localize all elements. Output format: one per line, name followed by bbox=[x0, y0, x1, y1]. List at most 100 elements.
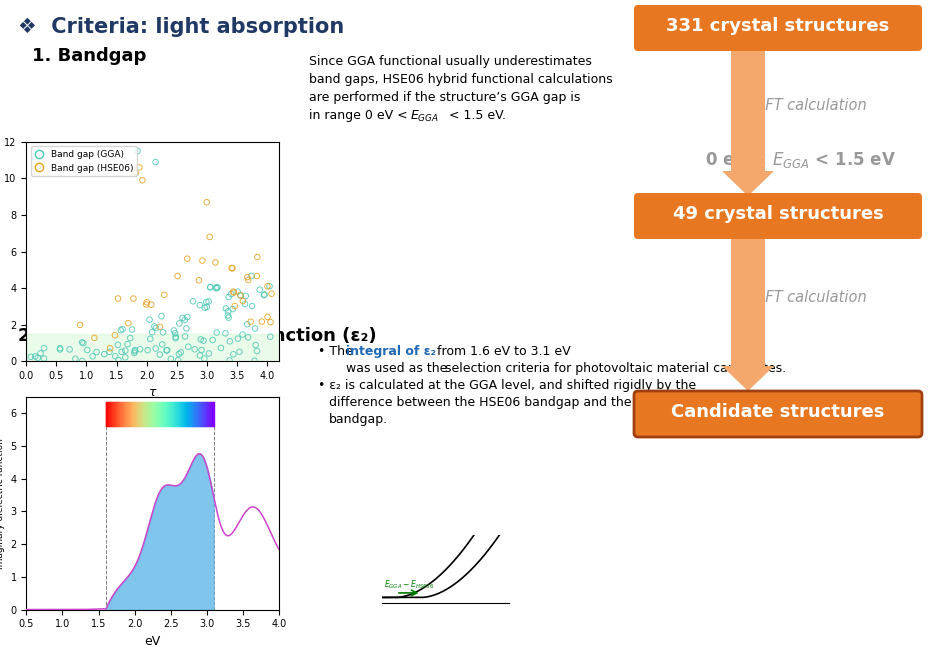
Point bbox=[210, 283, 225, 293]
Point bbox=[126, 293, 141, 304]
Point bbox=[168, 328, 183, 339]
Point bbox=[171, 355, 186, 365]
Point bbox=[197, 353, 212, 364]
Point bbox=[225, 263, 240, 273]
Y-axis label: Imaginary dielectric function: Imaginary dielectric function bbox=[0, 438, 5, 568]
Point bbox=[33, 348, 48, 359]
Point bbox=[107, 330, 122, 341]
Point bbox=[68, 353, 83, 364]
Point bbox=[177, 315, 192, 325]
Text: are performed if the structure’s GGA gap is: are performed if the structure’s GGA gap… bbox=[305, 91, 580, 104]
Point bbox=[177, 332, 192, 342]
Point bbox=[195, 255, 210, 266]
Point bbox=[220, 306, 236, 317]
Point bbox=[89, 347, 104, 357]
Point bbox=[143, 333, 158, 344]
Text: difference between the HSE06 bandgap and the GGA: difference between the HSE06 bandgap and… bbox=[329, 396, 663, 409]
Text: bandgap.: bandgap. bbox=[329, 413, 388, 426]
Point bbox=[167, 325, 182, 335]
Point bbox=[191, 275, 206, 286]
Point bbox=[154, 339, 170, 350]
Point bbox=[240, 332, 255, 342]
Point bbox=[142, 315, 157, 325]
Point bbox=[76, 338, 91, 348]
Point bbox=[238, 291, 253, 301]
Point bbox=[202, 348, 217, 359]
Point bbox=[222, 336, 237, 346]
Point bbox=[205, 335, 220, 345]
Text: DFT calculation: DFT calculation bbox=[754, 97, 867, 112]
Point bbox=[62, 344, 77, 355]
FancyBboxPatch shape bbox=[634, 193, 922, 239]
Point bbox=[220, 310, 236, 321]
Point bbox=[30, 353, 45, 363]
FancyBboxPatch shape bbox=[634, 391, 922, 437]
Point bbox=[110, 293, 125, 304]
Point bbox=[263, 332, 278, 342]
FancyBboxPatch shape bbox=[634, 5, 922, 51]
Text: from 1.6 eV to 3.1 eV: from 1.6 eV to 3.1 eV bbox=[433, 345, 571, 358]
Point bbox=[231, 333, 246, 344]
Point bbox=[111, 355, 126, 365]
Point bbox=[221, 292, 236, 303]
Point bbox=[250, 271, 265, 281]
Point bbox=[147, 321, 162, 332]
Point bbox=[130, 146, 145, 156]
Point bbox=[209, 283, 224, 293]
Point bbox=[208, 257, 223, 268]
Point bbox=[218, 328, 233, 339]
Point bbox=[74, 356, 89, 366]
Point bbox=[163, 353, 178, 364]
Point bbox=[140, 345, 155, 355]
Point bbox=[159, 345, 174, 355]
Point bbox=[173, 347, 188, 357]
Point bbox=[27, 352, 42, 362]
Text: band gaps, HSE06 hybrid functional calculations: band gaps, HSE06 hybrid functional calcu… bbox=[305, 73, 612, 86]
Point bbox=[260, 312, 275, 322]
Point bbox=[208, 283, 223, 293]
Point bbox=[139, 297, 154, 308]
Point bbox=[194, 345, 209, 355]
Point bbox=[203, 282, 218, 292]
Point bbox=[179, 323, 194, 333]
Text: 49 crystal structures: 49 crystal structures bbox=[673, 205, 884, 223]
Point bbox=[144, 299, 159, 310]
Point bbox=[240, 275, 255, 285]
Text: • The: • The bbox=[318, 345, 357, 358]
Point bbox=[24, 352, 39, 362]
Text: $E_{GGA}-E_{HSE06}$: $E_{GGA}-E_{HSE06}$ bbox=[383, 579, 434, 591]
Point bbox=[181, 342, 196, 352]
Point bbox=[233, 290, 248, 301]
Point bbox=[200, 302, 215, 312]
Point bbox=[118, 346, 133, 356]
Point bbox=[247, 355, 262, 366]
Point bbox=[186, 296, 201, 306]
Point bbox=[85, 351, 100, 361]
Point bbox=[226, 349, 241, 359]
Point bbox=[257, 290, 272, 300]
Point bbox=[262, 281, 277, 292]
Point bbox=[230, 286, 245, 297]
Text: DFT calculation: DFT calculation bbox=[754, 290, 867, 304]
Point bbox=[171, 318, 187, 328]
Point bbox=[193, 334, 208, 344]
FancyArrow shape bbox=[722, 48, 774, 196]
Point bbox=[113, 325, 128, 335]
Point bbox=[53, 343, 68, 353]
Text: selection criteria for photovoltaic material candidates.: selection criteria for photovoltaic mate… bbox=[441, 362, 787, 375]
Point bbox=[196, 335, 211, 346]
Point bbox=[37, 353, 52, 364]
Text: 2. Imaginary dielectric function (ε₂): 2. Imaginary dielectric function (ε₂) bbox=[18, 327, 377, 345]
Point bbox=[103, 343, 118, 353]
Point bbox=[209, 327, 224, 337]
Point bbox=[250, 346, 265, 356]
Point bbox=[53, 344, 68, 355]
Point bbox=[225, 304, 240, 314]
Point bbox=[226, 286, 241, 297]
Point bbox=[263, 317, 278, 327]
Point bbox=[256, 290, 271, 301]
Point bbox=[171, 271, 186, 281]
Text: in range 0 eV <: in range 0 eV < bbox=[305, 109, 412, 122]
Text: 331 crystal structures: 331 crystal structures bbox=[666, 17, 889, 35]
Point bbox=[155, 327, 171, 337]
